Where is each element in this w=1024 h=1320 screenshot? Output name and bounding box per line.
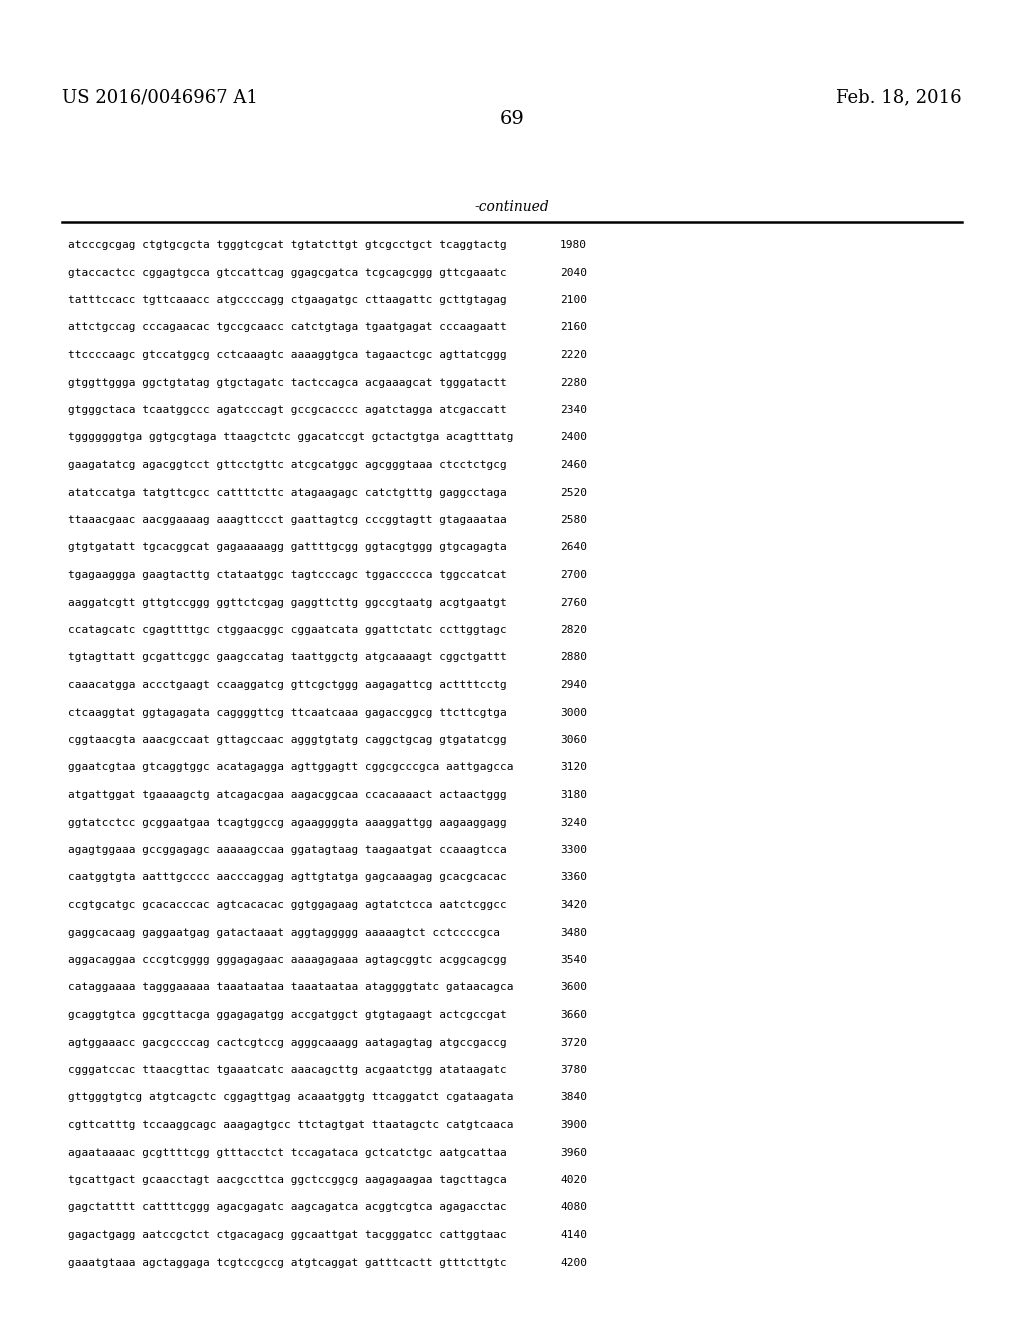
Text: 2460: 2460 bbox=[560, 459, 587, 470]
Text: gcaggtgtca ggcgttacga ggagagatgg accgatggct gtgtagaagt actcgccgat: gcaggtgtca ggcgttacga ggagagatgg accgatg… bbox=[68, 1010, 507, 1020]
Text: 3120: 3120 bbox=[560, 763, 587, 772]
Text: 2100: 2100 bbox=[560, 294, 587, 305]
Text: atcccgcgag ctgtgcgcta tgggtcgcat tgtatcttgt gtcgcctgct tcaggtactg: atcccgcgag ctgtgcgcta tgggtcgcat tgtatct… bbox=[68, 240, 507, 249]
Text: 2040: 2040 bbox=[560, 268, 587, 277]
Text: caaacatgga accctgaagt ccaaggatcg gttcgctggg aagagattcg acttttcctg: caaacatgga accctgaagt ccaaggatcg gttcgct… bbox=[68, 680, 507, 690]
Text: gaggcacaag gaggaatgag gatactaaat aggtaggggg aaaaagtct cctccccgca: gaggcacaag gaggaatgag gatactaaat aggtagg… bbox=[68, 928, 500, 937]
Text: gtgggctaca tcaatggccc agatcccagt gccgcacccc agatctagga atcgaccatt: gtgggctaca tcaatggccc agatcccagt gccgcac… bbox=[68, 405, 507, 414]
Text: gtggttggga ggctgtatag gtgctagatc tactccagca acgaaagcat tgggatactt: gtggttggga ggctgtatag gtgctagatc tactcca… bbox=[68, 378, 507, 388]
Text: 3180: 3180 bbox=[560, 789, 587, 800]
Text: atatccatga tatgttcgcc cattttcttc atagaagagc catctgtttg gaggcctaga: atatccatga tatgttcgcc cattttcttc atagaag… bbox=[68, 487, 507, 498]
Text: 3720: 3720 bbox=[560, 1038, 587, 1048]
Text: caatggtgta aatttgcccc aacccaggag agttgtatga gagcaaagag gcacgcacac: caatggtgta aatttgcccc aacccaggag agttgta… bbox=[68, 873, 507, 883]
Text: attctgccag cccagaacac tgccgcaacc catctgtaga tgaatgagat cccaagaatt: attctgccag cccagaacac tgccgcaacc catctgt… bbox=[68, 322, 507, 333]
Text: -continued: -continued bbox=[475, 201, 549, 214]
Text: agtggaaacc gacgccccag cactcgtccg agggcaaagg aatagagtag atgccgaccg: agtggaaacc gacgccccag cactcgtccg agggcaa… bbox=[68, 1038, 507, 1048]
Text: 3600: 3600 bbox=[560, 982, 587, 993]
Text: 4020: 4020 bbox=[560, 1175, 587, 1185]
Text: ccatagcatc cgagttttgc ctggaacggc cggaatcata ggattctatc ccttggtagc: ccatagcatc cgagttttgc ctggaacggc cggaatc… bbox=[68, 624, 507, 635]
Text: 3240: 3240 bbox=[560, 817, 587, 828]
Text: 2700: 2700 bbox=[560, 570, 587, 579]
Text: cataggaaaa tagggaaaaa taaataataa taaataataa ataggggtatc gataacagca: cataggaaaa tagggaaaaa taaataataa taaataa… bbox=[68, 982, 513, 993]
Text: gaaatgtaaa agctaggaga tcgtccgccg atgtcaggat gatttcactt gtttcttgtc: gaaatgtaaa agctaggaga tcgtccgccg atgtcag… bbox=[68, 1258, 507, 1267]
Text: ggaatcgtaa gtcaggtggc acatagagga agttggagtt cggcgcccgca aattgagcca: ggaatcgtaa gtcaggtggc acatagagga agttgga… bbox=[68, 763, 513, 772]
Text: aggacaggaa cccgtcgggg gggagagaac aaaagagaaa agtagcggtc acggcagcgg: aggacaggaa cccgtcgggg gggagagaac aaaagag… bbox=[68, 954, 507, 965]
Text: ctcaaggtat ggtagagata caggggttcg ttcaatcaaa gagaccggcg ttcttcgtga: ctcaaggtat ggtagagata caggggttcg ttcaatc… bbox=[68, 708, 507, 718]
Text: 3480: 3480 bbox=[560, 928, 587, 937]
Text: tatttccacc tgttcaaacc atgccccagg ctgaagatgc cttaagattc gcttgtagag: tatttccacc tgttcaaacc atgccccagg ctgaaga… bbox=[68, 294, 507, 305]
Text: atgattggat tgaaaagctg atcagacgaa aagacggcaa ccacaaaact actaactggg: atgattggat tgaaaagctg atcagacgaa aagacgg… bbox=[68, 789, 507, 800]
Text: tgggggggtga ggtgcgtaga ttaagctctc ggacatccgt gctactgtga acagtttatg: tgggggggtga ggtgcgtaga ttaagctctc ggacat… bbox=[68, 433, 513, 442]
Text: gagactgagg aatccgctct ctgacagacg ggcaattgat tacgggatcc cattggtaac: gagactgagg aatccgctct ctgacagacg ggcaatt… bbox=[68, 1230, 507, 1239]
Text: ccgtgcatgc gcacacccac agtcacacac ggtggagaag agtatctcca aatctcggcc: ccgtgcatgc gcacacccac agtcacacac ggtggag… bbox=[68, 900, 507, 909]
Text: 3420: 3420 bbox=[560, 900, 587, 909]
Text: 3960: 3960 bbox=[560, 1147, 587, 1158]
Text: ttaaacgaac aacggaaaag aaagttccct gaattagtcg cccggtagtt gtagaaataa: ttaaacgaac aacggaaaag aaagttccct gaattag… bbox=[68, 515, 507, 525]
Text: tgtagttatt gcgattcggc gaagccatag taattggctg atgcaaaagt cggctgattt: tgtagttatt gcgattcggc gaagccatag taattgg… bbox=[68, 652, 507, 663]
Text: 2280: 2280 bbox=[560, 378, 587, 388]
Text: 4080: 4080 bbox=[560, 1203, 587, 1213]
Text: gaagatatcg agacggtcct gttcctgttc atcgcatggc agcgggtaaa ctcctctgcg: gaagatatcg agacggtcct gttcctgttc atcgcat… bbox=[68, 459, 507, 470]
Text: ggtatcctcc gcggaatgaa tcagtggccg agaaggggta aaaggattgg aagaaggagg: ggtatcctcc gcggaatgaa tcagtggccg agaaggg… bbox=[68, 817, 507, 828]
Text: 69: 69 bbox=[500, 110, 524, 128]
Text: 2340: 2340 bbox=[560, 405, 587, 414]
Text: gtaccactcc cggagtgcca gtccattcag ggagcgatca tcgcagcggg gttcgaaatc: gtaccactcc cggagtgcca gtccattcag ggagcga… bbox=[68, 268, 507, 277]
Text: 3540: 3540 bbox=[560, 954, 587, 965]
Text: tgcattgact gcaacctagt aacgccttca ggctccggcg aagagaagaa tagcttagca: tgcattgact gcaacctagt aacgccttca ggctccg… bbox=[68, 1175, 507, 1185]
Text: gttgggtgtcg atgtcagctc cggagttgag acaaatggtg ttcaggatct cgataagata: gttgggtgtcg atgtcagctc cggagttgag acaaat… bbox=[68, 1093, 513, 1102]
Text: 3780: 3780 bbox=[560, 1065, 587, 1074]
Text: 3900: 3900 bbox=[560, 1119, 587, 1130]
Text: 2160: 2160 bbox=[560, 322, 587, 333]
Text: 3300: 3300 bbox=[560, 845, 587, 855]
Text: 2760: 2760 bbox=[560, 598, 587, 607]
Text: 4200: 4200 bbox=[560, 1258, 587, 1267]
Text: cgttcatttg tccaaggcagc aaagagtgcc ttctagtgat ttaatagctc catgtcaaca: cgttcatttg tccaaggcagc aaagagtgcc ttctag… bbox=[68, 1119, 513, 1130]
Text: 3840: 3840 bbox=[560, 1093, 587, 1102]
Text: gtgtgatatt tgcacggcat gagaaaaagg gattttgcgg ggtacgtggg gtgcagagta: gtgtgatatt tgcacggcat gagaaaaagg gattttg… bbox=[68, 543, 507, 553]
Text: agaataaaac gcgttttcgg gtttacctct tccagataca gctcatctgc aatgcattaa: agaataaaac gcgttttcgg gtttacctct tccagat… bbox=[68, 1147, 507, 1158]
Text: 4140: 4140 bbox=[560, 1230, 587, 1239]
Text: tgagaaggga gaagtacttg ctataatggc tagtcccagc tggaccccca tggccatcat: tgagaaggga gaagtacttg ctataatggc tagtccc… bbox=[68, 570, 507, 579]
Text: 2880: 2880 bbox=[560, 652, 587, 663]
Text: 2940: 2940 bbox=[560, 680, 587, 690]
Text: Feb. 18, 2016: Feb. 18, 2016 bbox=[837, 88, 962, 106]
Text: US 2016/0046967 A1: US 2016/0046967 A1 bbox=[62, 88, 258, 106]
Text: 2580: 2580 bbox=[560, 515, 587, 525]
Text: 3660: 3660 bbox=[560, 1010, 587, 1020]
Text: cggtaacgta aaacgccaat gttagccaac agggtgtatg caggctgcag gtgatatcgg: cggtaacgta aaacgccaat gttagccaac agggtgt… bbox=[68, 735, 507, 744]
Text: 2820: 2820 bbox=[560, 624, 587, 635]
Text: 2400: 2400 bbox=[560, 433, 587, 442]
Text: cgggatccac ttaacgttac tgaaatcatc aaacagcttg acgaatctgg atataagatc: cgggatccac ttaacgttac tgaaatcatc aaacagc… bbox=[68, 1065, 507, 1074]
Text: 2520: 2520 bbox=[560, 487, 587, 498]
Text: ttccccaagc gtccatggcg cctcaaagtc aaaaggtgca tagaactcgc agttatcggg: ttccccaagc gtccatggcg cctcaaagtc aaaaggt… bbox=[68, 350, 507, 360]
Text: 2220: 2220 bbox=[560, 350, 587, 360]
Text: aaggatcgtt gttgtccggg ggttctcgag gaggttcttg ggccgtaatg acgtgaatgt: aaggatcgtt gttgtccggg ggttctcgag gaggttc… bbox=[68, 598, 507, 607]
Text: 2640: 2640 bbox=[560, 543, 587, 553]
Text: 3000: 3000 bbox=[560, 708, 587, 718]
Text: agagtggaaa gccggagagc aaaaagccaa ggatagtaag taagaatgat ccaaagtcca: agagtggaaa gccggagagc aaaaagccaa ggatagt… bbox=[68, 845, 507, 855]
Text: 1980: 1980 bbox=[560, 240, 587, 249]
Text: gagctatttt cattttcggg agacgagatc aagcagatca acggtcgtca agagacctac: gagctatttt cattttcggg agacgagatc aagcaga… bbox=[68, 1203, 507, 1213]
Text: 3360: 3360 bbox=[560, 873, 587, 883]
Text: 3060: 3060 bbox=[560, 735, 587, 744]
